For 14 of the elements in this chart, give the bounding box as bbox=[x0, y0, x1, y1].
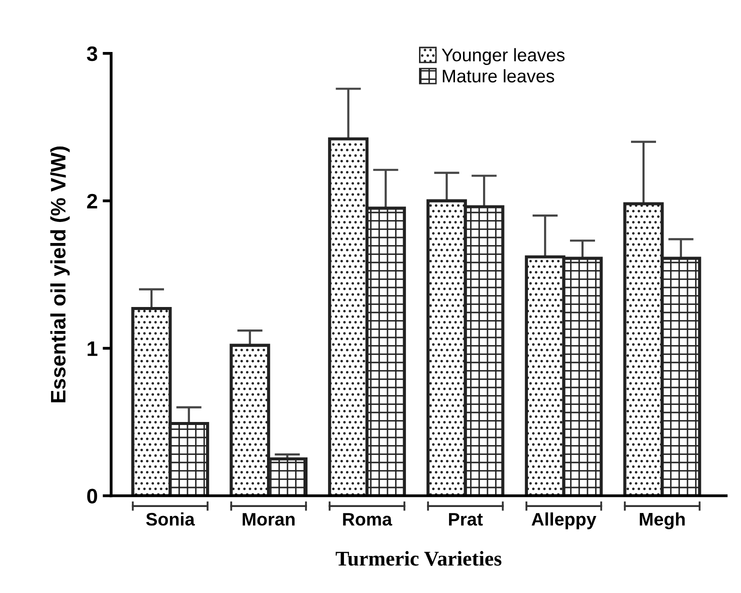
legend-label: Younger leaves bbox=[442, 48, 565, 65]
x-tick-label: Roma bbox=[343, 513, 392, 526]
x-tick-label: Megh bbox=[640, 512, 685, 530]
y-axis-title: Essential oil yield (% V/W) bbox=[50, 146, 70, 402]
y-tick-label: 1 bbox=[88, 342, 98, 356]
x-tick-label: Prat bbox=[449, 513, 483, 526]
x-tick-label: Sonia bbox=[146, 512, 195, 526]
x-axis-title: Turmeric Varieties bbox=[336, 551, 502, 566]
x-tick-label: Alleppy bbox=[532, 512, 596, 530]
y-tick-label: 3 bbox=[86, 46, 98, 62]
legend-label: Mature leaves bbox=[442, 69, 554, 82]
y-tick-label: 2 bbox=[87, 194, 98, 208]
x-tick-label: Moran bbox=[242, 513, 295, 526]
y-tick-label: 0 bbox=[87, 488, 98, 504]
